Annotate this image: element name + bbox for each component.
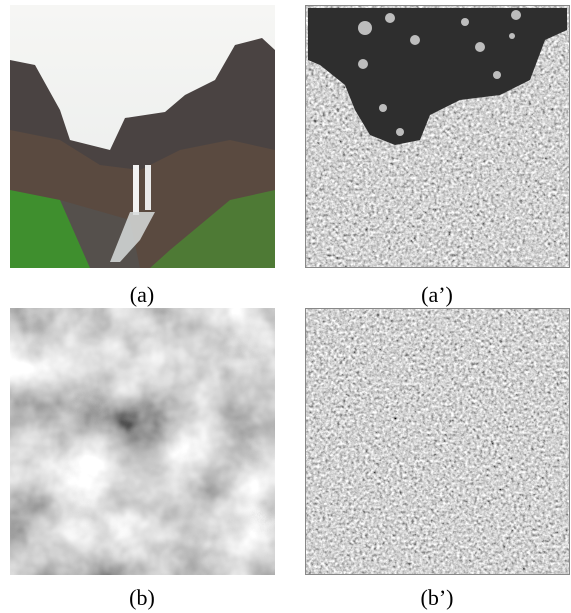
page: {"figure": {"panels": [{"caption": "(a)"…	[0, 0, 571, 613]
caption: (b)	[129, 585, 155, 610]
photo-a	[10, 5, 275, 268]
texture-a-prime	[305, 5, 570, 268]
caption: (a’)	[421, 282, 453, 307]
caption: (b’)	[421, 585, 454, 610]
caption: (a)	[130, 282, 154, 307]
figure: (a) (a’) (b) (b’)	[0, 0, 571, 613]
texture-b-prime	[305, 308, 570, 575]
texture-b	[10, 308, 275, 575]
